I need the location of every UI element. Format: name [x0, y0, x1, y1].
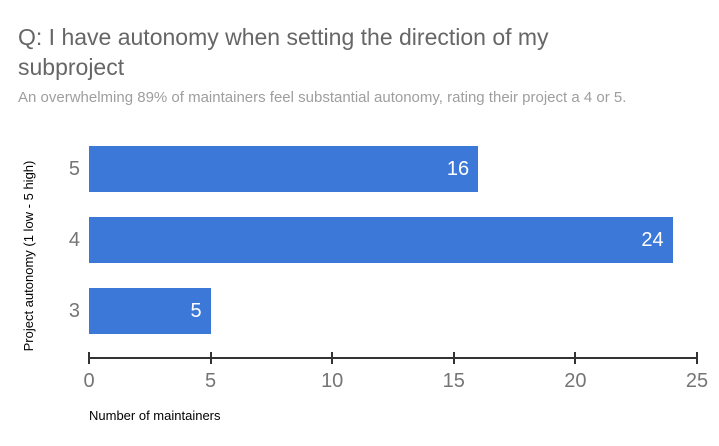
x-axis-tick-mark — [696, 352, 698, 364]
x-axis-tick-mark — [452, 352, 455, 364]
x-axis-tick-mark — [331, 352, 334, 364]
chart-title: Q: I have autonomy when setting the dire… — [18, 24, 549, 80]
x-axis-tick-label: 15 — [442, 370, 465, 392]
category-label: 5 — [68, 157, 80, 180]
chart-subtitle: An overwhelming 89% of maintainers feel … — [18, 89, 627, 106]
x-axis-title: Number of maintainers — [89, 408, 221, 423]
bar: 16 — [89, 146, 479, 192]
bar-value-label: 16 — [446, 158, 470, 180]
bar-value-label: 24 — [641, 229, 664, 251]
x-axis-tick-label: 5 — [205, 370, 217, 392]
bar: 5 — [89, 288, 211, 334]
x-axis-tick-label: 25 — [685, 370, 709, 392]
x-axis-tick-label: 20 — [564, 370, 587, 392]
x-axis-tick-label: 0 — [83, 370, 95, 392]
category-label: 4 — [68, 228, 80, 251]
x-axis-tick-mark — [209, 352, 212, 364]
bar: 24 — [89, 217, 673, 263]
category-label: 3 — [68, 299, 80, 322]
x-axis-line — [88, 357, 698, 359]
bar-value-label: 5 — [190, 300, 202, 322]
x-axis-tick-mark — [88, 352, 90, 364]
x-axis-tick-mark — [574, 352, 577, 364]
x-axis-tick-label: 10 — [321, 370, 344, 392]
